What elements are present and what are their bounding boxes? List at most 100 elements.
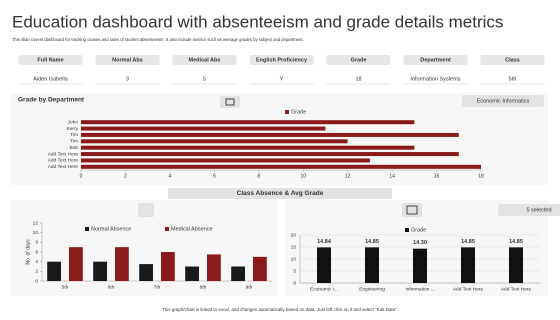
x-tick-label: 12	[345, 173, 351, 179]
value-label: 14.84	[317, 239, 332, 245]
button[interactable]	[498, 204, 560, 216]
legend-swatch	[285, 110, 289, 114]
x-tick-label: 8th	[200, 284, 207, 290]
button-label: Economic Informatics	[477, 98, 530, 104]
x-tick-label: Economic I...	[310, 286, 338, 292]
y-tick-label: Add Text Here	[48, 164, 79, 170]
chart-title: Grade by Department	[18, 97, 85, 104]
y-tick-label: 12	[33, 220, 39, 226]
bar	[47, 261, 61, 281]
table-header-cell	[480, 55, 545, 65]
icon	[225, 98, 235, 106]
section-bar	[168, 188, 392, 199]
bar	[93, 261, 107, 281]
y-tick-label: 6	[35, 249, 38, 255]
bar	[207, 254, 221, 281]
y-tick-label: 15	[291, 244, 297, 250]
value-label: 14.30	[413, 240, 427, 246]
legend-label: Normal Absence	[91, 226, 131, 232]
x-tick-label: 7th	[154, 284, 161, 290]
bar	[317, 247, 331, 283]
bar	[81, 152, 459, 157]
x-tick-label: 5th	[62, 284, 69, 290]
x-tick-label: 14	[389, 173, 395, 179]
section-title: Class Absence & Avg Grade	[237, 190, 324, 197]
legend-label: Medical Absence	[171, 226, 213, 232]
bar	[161, 252, 175, 281]
table-header-cell	[326, 55, 391, 65]
x-tick-label: Engineering	[359, 286, 385, 292]
bar	[413, 248, 427, 283]
legend-swatch	[405, 228, 409, 232]
subtitle: This slide covers dashboard for tracking…	[12, 37, 304, 42]
table-header: Grade	[351, 57, 367, 63]
y-tick-label: 0	[35, 278, 38, 284]
icon	[220, 96, 240, 108]
y-tick-label: 8	[35, 240, 38, 246]
value-label: 14.85	[461, 239, 475, 245]
x-tick-label: 16	[434, 173, 440, 179]
bar	[139, 264, 153, 281]
x-tick-label: 10	[300, 173, 306, 179]
x-tick-label: 8	[257, 173, 260, 179]
bar	[81, 164, 481, 169]
y-tick-label: 4	[35, 259, 38, 265]
footer: This graph/chart is linked to excel, and…	[162, 307, 398, 312]
bar	[69, 247, 83, 281]
y-axis-label: No. of days	[25, 239, 31, 265]
icon	[402, 203, 422, 217]
bar	[81, 145, 415, 150]
y-tick-label: John	[68, 119, 79, 125]
table-header-cell	[403, 55, 468, 65]
legend-label: Grade	[291, 109, 306, 115]
x-tick-label: 0	[80, 173, 83, 179]
x-tick-label: 6	[213, 173, 216, 179]
table-header: Class	[505, 57, 520, 63]
bar	[231, 266, 245, 281]
table-cell: Information Systems	[410, 76, 460, 82]
x-tick-label: Add Text Here	[453, 286, 484, 292]
bar	[509, 247, 523, 283]
y-tick-label: 2	[35, 269, 38, 275]
legend-swatch	[165, 227, 169, 231]
legend-swatch	[85, 227, 89, 231]
button-label: 5 selected	[526, 207, 551, 213]
x-tick-label: 18	[478, 173, 484, 179]
table-header: Full Name	[37, 57, 63, 63]
bar	[81, 132, 459, 137]
y-tick-label: Bob	[69, 145, 78, 151]
table-cell: 5	[203, 76, 206, 82]
table-header-cell	[172, 55, 237, 65]
table-header-cell	[18, 55, 83, 65]
y-tick-label: 5	[293, 268, 296, 274]
bar	[81, 139, 348, 144]
y-tick-label: Kerry	[67, 126, 79, 132]
title: Education dashboard with absenteeism and…	[12, 12, 503, 31]
y-tick-label: Tim	[70, 139, 78, 145]
bar	[81, 158, 370, 163]
table-header-cell	[249, 55, 314, 65]
bar	[115, 247, 129, 281]
table-cell: Y	[280, 76, 284, 82]
value-label: 14.85	[365, 239, 379, 245]
y-tick-label: Add Text Here	[48, 158, 79, 164]
bar	[81, 120, 415, 125]
button[interactable]	[462, 95, 544, 107]
y-tick-label: 10	[33, 230, 39, 236]
bar	[185, 266, 199, 281]
panel	[285, 200, 548, 296]
x-tick-label: 4	[168, 173, 171, 179]
table-cell: 3	[126, 76, 129, 82]
table-header: Medical Abs	[189, 57, 221, 63]
x-tick-label: Add Text Here	[501, 286, 532, 292]
table-header-cell	[95, 55, 160, 65]
table-cell: 5th	[509, 76, 517, 82]
x-tick-label: 9th	[246, 284, 253, 290]
y-tick-label: 10	[291, 256, 297, 262]
y-tick-label: 20	[291, 232, 297, 238]
table-header: English Proficiency	[256, 57, 308, 63]
x-tick-label: 6th	[108, 284, 115, 290]
bar	[253, 256, 267, 281]
y-tick-label: Tim	[70, 132, 78, 138]
